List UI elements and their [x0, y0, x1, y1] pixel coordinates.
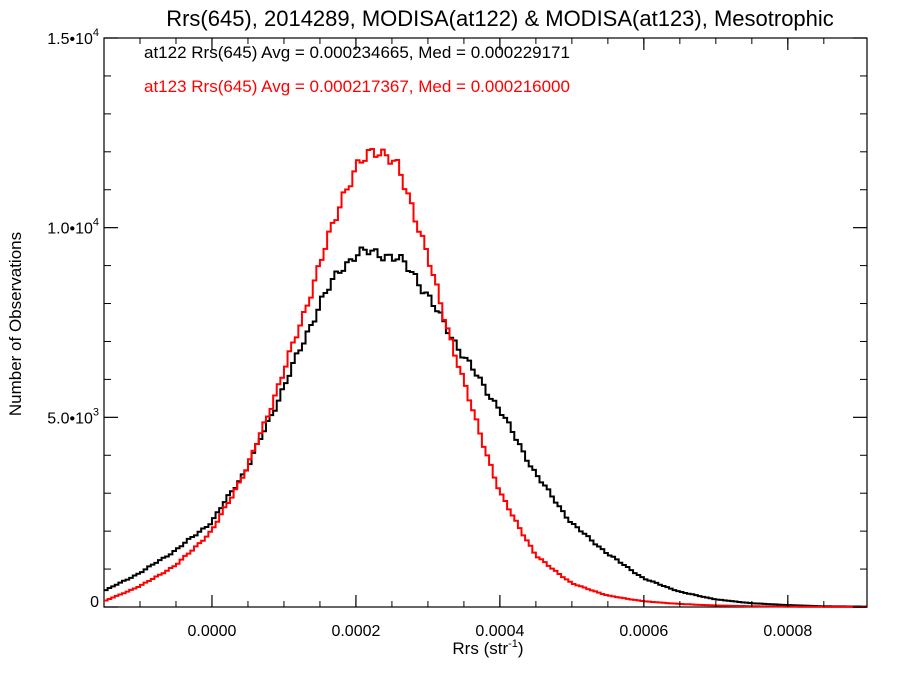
- x-tick-label: 0.0006: [619, 623, 668, 640]
- y-tick-label: 5.0•103: [47, 406, 99, 427]
- chart-title: Rrs(645), 2014289, MODISA(at122) & MODIS…: [166, 6, 834, 31]
- x-axis: 0.0000 0.0002 0.0004 0.0006 0.0008: [139, 38, 825, 640]
- y-axis: 0 5.0•103 1.0•104 1.5•104: [47, 27, 867, 611]
- x-tick-label: 0.0000: [188, 623, 237, 640]
- plot-border: [103, 37, 868, 608]
- legend-entry-at122: at122 Rrs(645) Avg = 0.000234665, Med = …: [144, 43, 570, 62]
- x-tick-label: 0.0004: [475, 623, 524, 640]
- x-axis-label: Rrs (str-1): [452, 638, 523, 658]
- y-axis-label: Number of Observations: [6, 232, 25, 416]
- legend-entry-at123: at123 Rrs(645) Avg = 0.000217367, Med = …: [144, 77, 570, 96]
- y-tick-label: 1.0•104: [47, 217, 99, 238]
- series-layer: [104, 148, 867, 608]
- x-tick-label: 0.0008: [763, 623, 812, 640]
- series-line-at122: [104, 246, 867, 608]
- plot-frame: [103, 37, 868, 608]
- x-tick-label: 0.0002: [331, 623, 380, 640]
- y-tick-label: 1.5•104: [47, 27, 99, 48]
- series-line-at123: [104, 148, 867, 608]
- y-tick-label: 0: [90, 594, 99, 611]
